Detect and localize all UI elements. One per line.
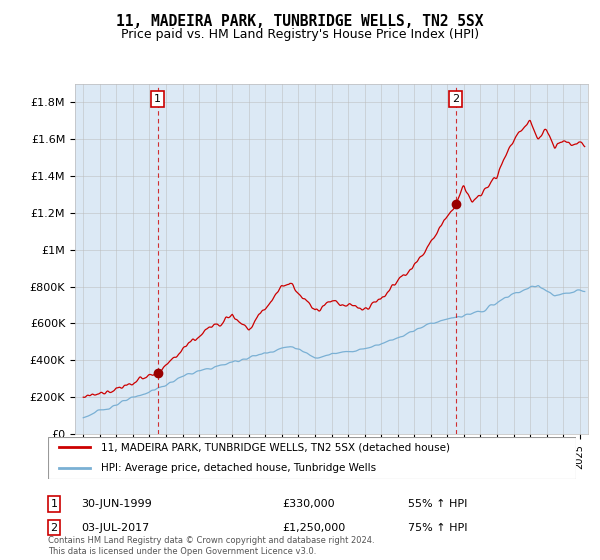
Text: 55% ↑ HPI: 55% ↑ HPI bbox=[408, 499, 467, 509]
Text: £330,000: £330,000 bbox=[282, 499, 335, 509]
Text: £1,250,000: £1,250,000 bbox=[282, 522, 345, 533]
Text: 75% ↑ HPI: 75% ↑ HPI bbox=[408, 522, 467, 533]
Text: 30-JUN-1999: 30-JUN-1999 bbox=[81, 499, 152, 509]
Text: 1: 1 bbox=[50, 499, 58, 509]
Text: 03-JUL-2017: 03-JUL-2017 bbox=[81, 522, 149, 533]
FancyBboxPatch shape bbox=[48, 437, 576, 479]
Text: 2: 2 bbox=[452, 94, 459, 104]
Text: Contains HM Land Registry data © Crown copyright and database right 2024.
This d: Contains HM Land Registry data © Crown c… bbox=[48, 536, 374, 556]
Text: 1: 1 bbox=[154, 94, 161, 104]
Text: 2: 2 bbox=[50, 522, 58, 533]
Text: HPI: Average price, detached house, Tunbridge Wells: HPI: Average price, detached house, Tunb… bbox=[101, 463, 376, 473]
Text: 11, MADEIRA PARK, TUNBRIDGE WELLS, TN2 5SX (detached house): 11, MADEIRA PARK, TUNBRIDGE WELLS, TN2 5… bbox=[101, 442, 450, 452]
Text: 11, MADEIRA PARK, TUNBRIDGE WELLS, TN2 5SX: 11, MADEIRA PARK, TUNBRIDGE WELLS, TN2 5… bbox=[116, 14, 484, 29]
Text: Price paid vs. HM Land Registry's House Price Index (HPI): Price paid vs. HM Land Registry's House … bbox=[121, 28, 479, 41]
